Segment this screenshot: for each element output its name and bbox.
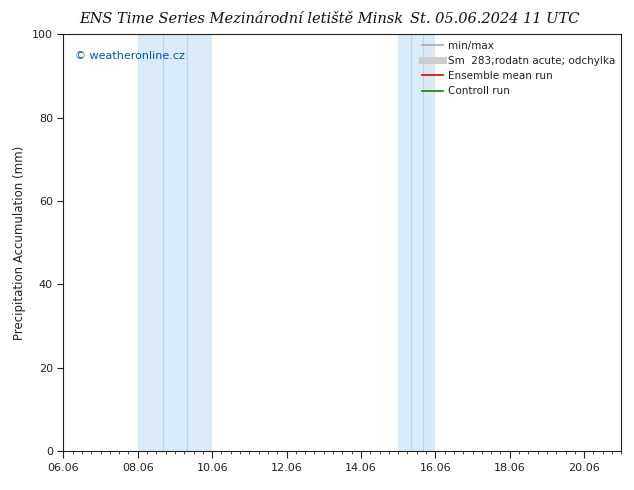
Text: ENS Time Series Mezinárodní letiště Minsk: ENS Time Series Mezinárodní letiště Mins… [79,12,403,26]
Text: St. 05.06.2024 11 UTC: St. 05.06.2024 11 UTC [410,12,579,26]
Legend: min/max, Sm  283;rodatn acute; odchylka, Ensemble mean run, Controll run: min/max, Sm 283;rodatn acute; odchylka, … [418,36,619,100]
Text: © weatheronline.cz: © weatheronline.cz [75,51,184,61]
Bar [138,34,212,451]
Y-axis label: Precipitation Accumulation (mm): Precipitation Accumulation (mm) [13,146,27,340]
Bar [398,34,436,451]
